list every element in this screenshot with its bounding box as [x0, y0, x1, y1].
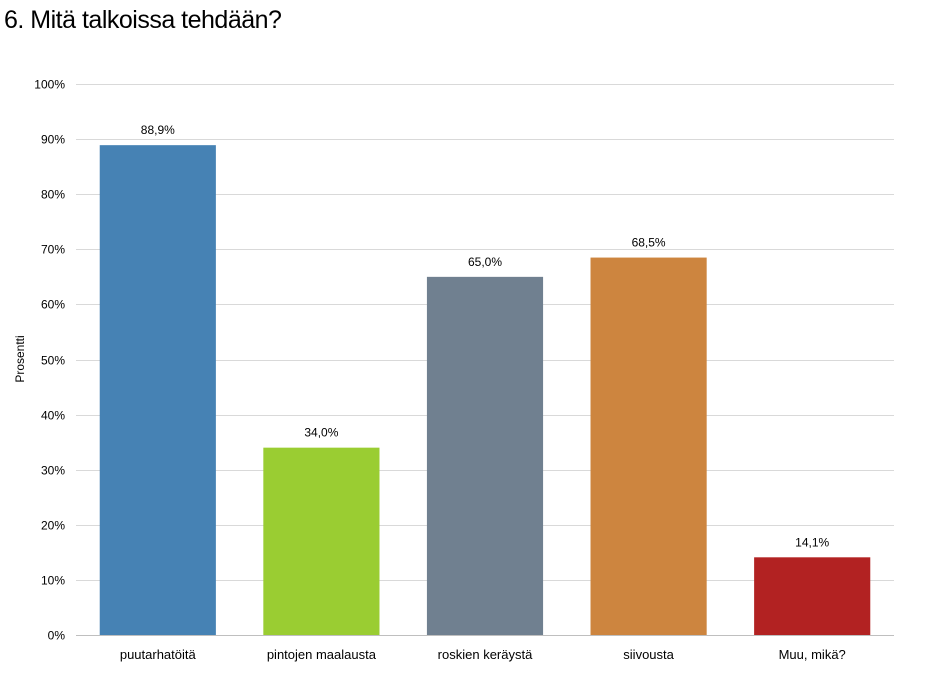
category-label: Muu, mikä?: [779, 647, 846, 662]
bars: [99, 145, 871, 635]
y-tick-label: 20%: [41, 519, 65, 533]
category-labels: puutarhatöitä pintojen maalausta roskien k…: [120, 647, 846, 662]
y-tick-label: 40%: [41, 409, 65, 423]
category-label: roskien keräystä: [438, 647, 533, 662]
data-label: 65,0%: [468, 255, 502, 269]
y-tick-label: 70%: [41, 243, 65, 257]
category-label: siivousta: [623, 647, 674, 662]
bar: [426, 276, 544, 635]
y-tick-label: 60%: [41, 298, 65, 312]
bar: [263, 447, 380, 635]
category-label: puutarhatöitä: [120, 647, 197, 662]
y-tick-label: 80%: [41, 188, 65, 202]
data-label: 34,0%: [304, 426, 338, 440]
bar: [590, 257, 707, 635]
y-tick-label: 90%: [41, 133, 65, 147]
bar: [754, 557, 871, 635]
y-tick-label: 100%: [34, 78, 65, 92]
data-label: 68,5%: [632, 236, 666, 250]
data-label: 88,9%: [141, 123, 175, 137]
data-label: 14,1%: [795, 535, 829, 549]
bar: [99, 145, 216, 635]
data-labels: 88,9% 34,0% 65,0% 68,5% 14,1%: [141, 123, 830, 549]
y-tick-label: 0%: [48, 629, 66, 643]
y-tick-label: 30%: [41, 464, 65, 478]
y-tick-label: 10%: [41, 574, 65, 588]
chart-title: 6. Mitä talkoissa tehdään?: [4, 6, 282, 34]
y-axis-ticks: 0% 10% 20% 30% 40% 50% 60% 70% 80% 90% 100%: [34, 78, 65, 643]
category-label: pintojen maalausta: [267, 647, 377, 662]
y-axis-label: Prosentti: [13, 335, 27, 382]
y-tick-label: 50%: [41, 354, 65, 368]
